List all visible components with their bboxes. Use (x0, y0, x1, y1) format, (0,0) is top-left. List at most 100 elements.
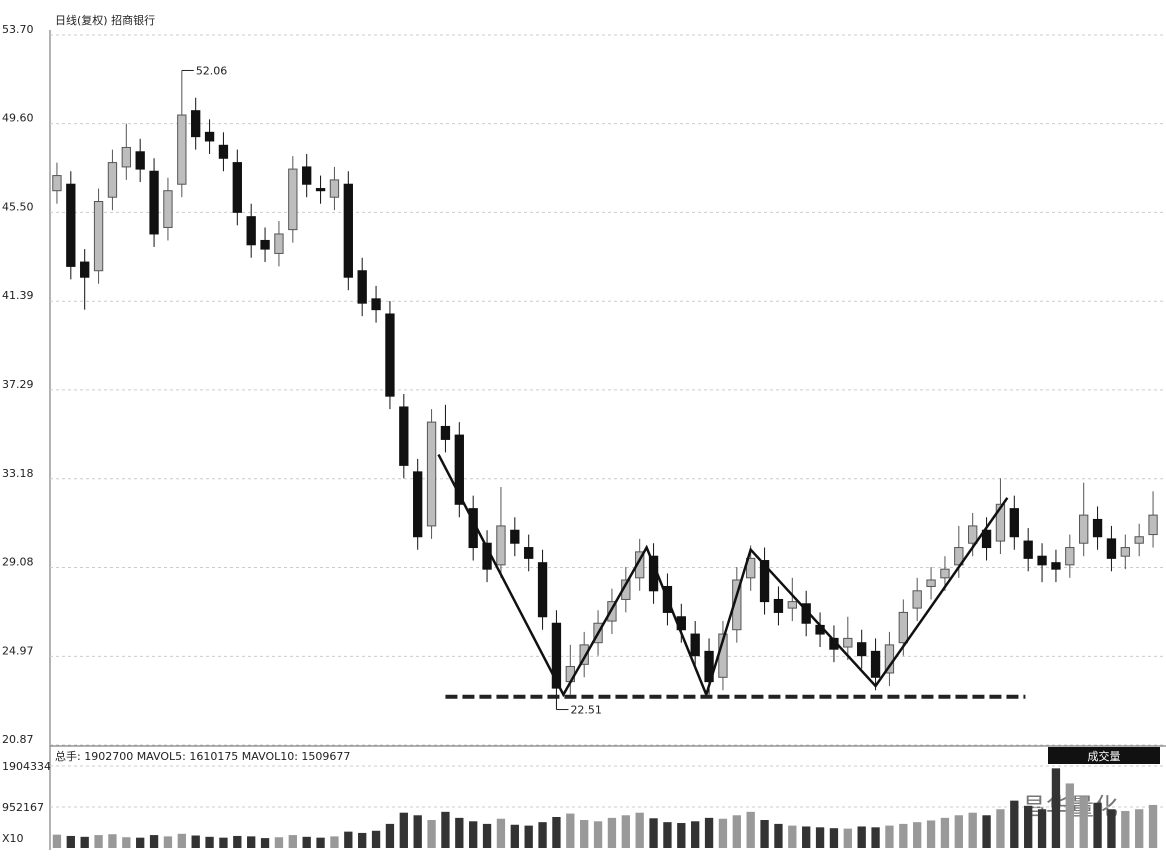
volume-bar (940, 817, 950, 848)
volume-bar (704, 817, 714, 848)
candle-body (981, 529, 992, 549)
volume-bar (1107, 809, 1116, 848)
y-tick-label: 45.50 (2, 200, 34, 213)
volume-bar (413, 815, 422, 848)
candle-body (524, 547, 534, 559)
volume-label-box (1048, 747, 1160, 764)
candle-body (315, 188, 326, 192)
volume-bar (691, 821, 700, 848)
volume-bar (760, 820, 769, 848)
y-tick-label: 20.87 (2, 733, 34, 746)
candle-body (121, 146, 131, 168)
candle-body (746, 557, 756, 579)
volume-bar (746, 811, 755, 848)
candle-body (1092, 518, 1103, 538)
volume-bar (371, 830, 381, 848)
candle-body (1079, 514, 1089, 544)
candle-body (440, 425, 451, 440)
volume-bar (469, 821, 478, 848)
volume-bar (857, 826, 866, 848)
pattern-line (437, 453, 1009, 699)
volume-bar (205, 836, 214, 848)
candle-body (995, 503, 1006, 542)
candle-body (912, 590, 922, 609)
candle-body (357, 270, 367, 304)
y-tick-label: 53.70 (2, 23, 34, 36)
volume-bar (219, 837, 228, 848)
volume-bar (593, 821, 603, 848)
volume-bar (954, 815, 963, 848)
volume-bar (1079, 796, 1088, 848)
candle-body (149, 170, 159, 235)
candle-body (343, 183, 353, 278)
candle-body (80, 261, 90, 278)
y-tick-label: 41.39 (2, 289, 34, 302)
candle-body (1148, 514, 1158, 536)
candle-body (690, 633, 700, 657)
volume-bar (1037, 809, 1047, 848)
volume-bar (330, 836, 339, 848)
volume-bar (163, 836, 173, 848)
volume-bar (1135, 809, 1144, 848)
candle-body (288, 168, 298, 231)
volume-bar (788, 825, 797, 848)
volume-bar (510, 824, 519, 848)
volume-bar (718, 818, 728, 848)
volume-unit: X10 (2, 832, 24, 845)
volume-bar (344, 831, 353, 848)
volume-bar (899, 823, 908, 848)
candle-body (898, 611, 908, 644)
candle-body (1037, 555, 1047, 566)
candle-body (107, 162, 118, 198)
candle-body (52, 175, 62, 192)
volume-bar (1010, 800, 1019, 848)
annotation-label: 22.51 (570, 704, 602, 717)
candle-body (940, 568, 950, 579)
volume-bar (829, 828, 839, 848)
volume-bar (913, 822, 922, 848)
candle-body (1023, 540, 1033, 559)
volume-bar (260, 838, 270, 848)
volume-bar (566, 813, 575, 848)
candle-body (413, 471, 423, 538)
volume-bar (316, 837, 325, 848)
volume-bar (524, 825, 533, 848)
volume-bar (52, 834, 62, 848)
volume-bar (621, 815, 630, 848)
candle-body (857, 642, 867, 657)
candle-body (454, 434, 464, 505)
candle-body (1106, 538, 1117, 559)
candle-body (1120, 547, 1130, 557)
candle-body (968, 525, 978, 544)
volume-bar (482, 823, 492, 848)
volume-tick-label: 952167 (2, 801, 44, 814)
volume-label: 成交量 (1088, 749, 1121, 763)
y-tick-label: 33.18 (2, 467, 34, 480)
volume-bar (66, 835, 75, 848)
volume-bar (774, 823, 783, 848)
volume-bar (996, 809, 1005, 848)
candle-body (1065, 547, 1075, 566)
candle-body (191, 110, 201, 138)
volume-bar (358, 832, 367, 848)
volume-bar (177, 833, 186, 848)
volume-bar (538, 822, 547, 848)
candle-body (496, 525, 506, 566)
candle-body (537, 562, 548, 618)
candle-body (579, 644, 589, 665)
candle-body (302, 166, 312, 185)
volume-bar (1065, 783, 1074, 848)
volume-bar (122, 837, 131, 848)
annotation-label: 52.06 (196, 64, 228, 77)
volume-bar (302, 836, 311, 848)
candle-body (329, 179, 340, 198)
volume-bar (552, 816, 561, 848)
candle-body (551, 622, 562, 689)
volume-bar (926, 820, 936, 848)
candle-body (759, 560, 770, 603)
candle-body (93, 201, 104, 272)
volume-bar (247, 836, 256, 848)
volume-bar (635, 812, 644, 848)
volume-bar (607, 817, 617, 848)
